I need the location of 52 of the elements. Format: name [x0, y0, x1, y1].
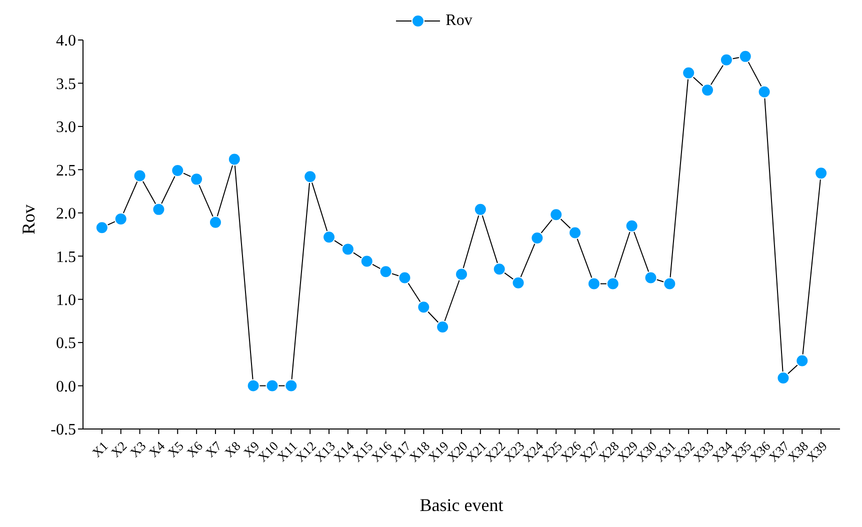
- y-tick-label: 3.0: [56, 119, 76, 136]
- point: [190, 172, 204, 186]
- point: [474, 202, 487, 216]
- y-tick-label: 1.5: [56, 248, 76, 266]
- point: [266, 379, 279, 392]
- point: [663, 277, 676, 290]
- point: [776, 372, 790, 384]
- point: [796, 354, 809, 368]
- y-tick-label: 0.5: [56, 335, 76, 352]
- point: [644, 271, 658, 284]
- point: [341, 242, 354, 256]
- point: [208, 216, 222, 229]
- point: [625, 219, 638, 232]
- point: [379, 265, 392, 278]
- point: [455, 268, 468, 281]
- point: [492, 262, 506, 276]
- y-tick-label: 2.0: [56, 206, 76, 223]
- point: [530, 231, 544, 244]
- point: [304, 170, 317, 184]
- point: [133, 169, 146, 182]
- point: [114, 212, 128, 226]
- y-tick-label: 0.0: [56, 378, 76, 396]
- y-tick-label: 4.0: [56, 32, 76, 50]
- point: [550, 208, 563, 222]
- point: [436, 320, 450, 334]
- point: [682, 66, 696, 80]
- point: [758, 85, 771, 98]
- point: [814, 166, 828, 180]
- point: [512, 276, 525, 290]
- point: [284, 379, 298, 392]
- point: [398, 271, 412, 284]
- point: [95, 221, 108, 234]
- point: [701, 84, 714, 97]
- point: [606, 277, 620, 290]
- point: [738, 50, 752, 63]
- point: [322, 230, 336, 244]
- y-axis-title: Rov: [18, 204, 38, 234]
- legend-label: Rov: [444, 12, 472, 30]
- point: [568, 226, 582, 240]
- point: [360, 254, 374, 268]
- x-axis-title: Basic event: [420, 495, 504, 515]
- y-tick-label: 3.5: [56, 76, 76, 93]
- y-tick-label: 2.5: [56, 162, 76, 180]
- y-tick-label: 1.0: [56, 292, 76, 310]
- y-tick-label: -0.5: [50, 422, 76, 439]
- point: [228, 152, 241, 166]
- point: [152, 202, 166, 216]
- point: [587, 277, 600, 290]
- point: [417, 300, 430, 314]
- point: [720, 53, 733, 66]
- point: [171, 164, 184, 178]
- point: [246, 379, 260, 392]
